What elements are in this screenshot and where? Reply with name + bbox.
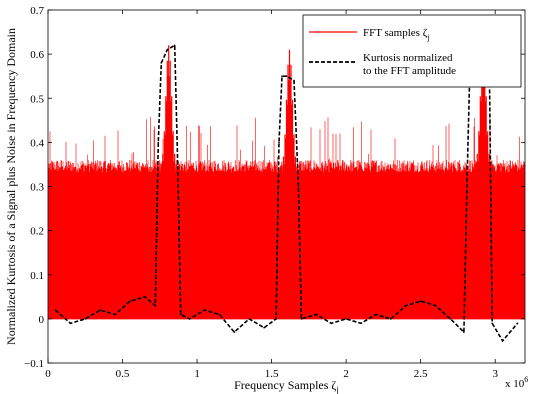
kurtosis-point xyxy=(491,322,494,325)
kurtosis-point xyxy=(275,318,277,320)
legend-label-kurtosis-line2: to the FFT amplitude xyxy=(363,65,456,77)
x-tick-label: 0.5 xyxy=(116,368,130,380)
tick-marks xyxy=(47,9,525,364)
y-tick-label: −0.1 xyxy=(24,358,44,370)
kurtosis-point xyxy=(188,318,191,320)
kurtosis-point xyxy=(263,326,265,329)
x-axis-multiplier-exponent: 6 xyxy=(524,375,528,384)
kurtosis-point xyxy=(176,163,179,166)
kurtosis-line xyxy=(54,43,519,343)
kurtosis-point xyxy=(501,340,504,342)
kurtosis-point xyxy=(203,309,206,311)
x-tick-label: 2 xyxy=(343,368,349,380)
kurtosis-point xyxy=(434,304,437,307)
kurtosis-point xyxy=(129,300,131,303)
kurtosis-point xyxy=(233,331,236,333)
kurtosis-point xyxy=(179,313,182,316)
x-axis-title: Frequency Samples ζj xyxy=(234,378,339,394)
fft-signal-peak-3 xyxy=(472,45,495,319)
y-tick-label: 0.1 xyxy=(30,270,44,282)
y-tick-label: 0 xyxy=(39,314,45,326)
y-tick-label: 0.5 xyxy=(30,93,44,105)
kurtosis-point xyxy=(516,322,519,325)
kurtosis-point xyxy=(218,313,221,316)
x-axis-multiplier: x 106 xyxy=(505,375,528,390)
kurtosis-point xyxy=(345,318,347,320)
kurtosis-point xyxy=(300,318,303,320)
kurtosis-point xyxy=(248,318,250,320)
fft-noise-spectrum xyxy=(48,117,525,319)
legend-label-kurtosis-line1: Kurtosis normalized xyxy=(363,52,453,64)
y-tick-label: 0.7 xyxy=(30,5,44,17)
legend-label-fft: FFT samples ζj xyxy=(363,27,429,42)
kurtosis-point xyxy=(330,322,333,325)
legend-label-fft-main: FFT samples ζ xyxy=(363,27,428,39)
kurtosis-point xyxy=(114,313,116,316)
kurtosis-point xyxy=(54,309,57,311)
kurtosis-point xyxy=(278,141,280,144)
x-tick-label: 0 xyxy=(45,368,51,380)
kurtosis-point xyxy=(390,318,392,320)
legend: FFT samples ζj Kurtosis normalized to th… xyxy=(302,14,522,88)
kurtosis-point xyxy=(419,300,422,303)
kurtosis-point xyxy=(315,313,318,316)
y-tick-label: 0.2 xyxy=(30,226,44,238)
kurtosis-point xyxy=(157,141,160,144)
kurtosis-point xyxy=(144,296,146,298)
kurtosis-point xyxy=(297,185,300,188)
x-axis-title-subscript: j xyxy=(335,385,339,394)
fft-signal-peak-2 xyxy=(278,49,301,319)
legend-box xyxy=(302,14,522,88)
kurtosis-point xyxy=(293,79,295,82)
fft-signal-peak-1 xyxy=(157,45,180,319)
plot-area xyxy=(48,43,525,343)
x-tick-label: 2.5 xyxy=(414,368,428,380)
kurtosis-point xyxy=(99,309,101,311)
kurtosis-point xyxy=(360,322,362,325)
kurtosis-point xyxy=(281,75,283,77)
kurtosis-point xyxy=(173,44,176,47)
kurtosis-point xyxy=(160,62,163,64)
kurtosis-point xyxy=(405,304,407,307)
kurtosis-point xyxy=(154,304,157,307)
y-tick-label: 0.4 xyxy=(30,137,44,149)
legend-label-fft-subscript: j xyxy=(426,33,429,42)
kurtosis-point xyxy=(166,48,169,51)
kurtosis-point xyxy=(69,322,72,325)
x-axis-multiplier-base: x 10 xyxy=(505,378,525,390)
x-tick-label: 1.5 xyxy=(265,368,279,380)
kurtosis-point xyxy=(463,331,465,333)
kurtosis-point xyxy=(466,185,468,188)
y-axis-title: Normalized Kurtosis of a Signal plus Noi… xyxy=(4,28,18,345)
x-tick-label: 3 xyxy=(492,368,498,380)
x-axis-title-main: Frequency Samples ζ xyxy=(234,378,336,392)
y-tick-label: 0.3 xyxy=(30,182,44,194)
kurtosis-point xyxy=(285,75,288,77)
kurtosis-point xyxy=(449,318,452,320)
x-tick-label: 1 xyxy=(194,368,200,380)
y-tick-label: 0.6 xyxy=(30,49,44,61)
kurtosis-point xyxy=(375,313,377,316)
tick-labels: 0 0.5 1 1.5 2 2.5 3−0.100.10.20.30.40.50.60.7 xyxy=(24,5,498,380)
kurtosis-point xyxy=(84,318,87,320)
